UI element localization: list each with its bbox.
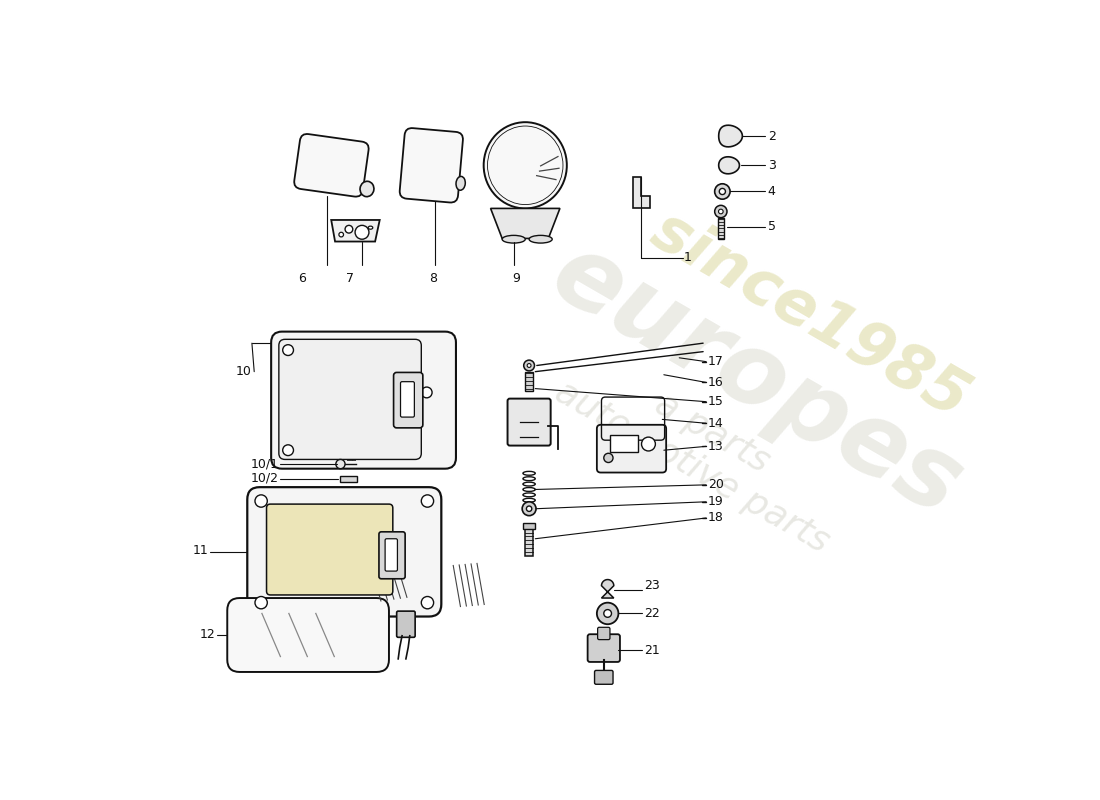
Ellipse shape <box>502 235 526 243</box>
Text: 23: 23 <box>644 579 660 592</box>
Circle shape <box>421 597 433 609</box>
Text: 1: 1 <box>684 251 692 264</box>
Text: 3: 3 <box>768 158 776 172</box>
Polygon shape <box>718 126 743 147</box>
Ellipse shape <box>529 235 552 243</box>
Text: 2: 2 <box>768 130 776 142</box>
FancyBboxPatch shape <box>587 634 620 662</box>
Circle shape <box>522 502 536 516</box>
Text: 16: 16 <box>707 376 724 389</box>
Polygon shape <box>602 579 614 598</box>
FancyBboxPatch shape <box>397 611 415 638</box>
Ellipse shape <box>360 182 374 197</box>
Circle shape <box>255 597 267 609</box>
Polygon shape <box>718 157 739 174</box>
Circle shape <box>336 459 345 469</box>
FancyBboxPatch shape <box>507 398 551 446</box>
FancyBboxPatch shape <box>597 627 609 640</box>
Text: 9: 9 <box>513 272 520 285</box>
Polygon shape <box>491 209 560 238</box>
Text: 22: 22 <box>644 607 660 620</box>
Circle shape <box>255 495 267 507</box>
Circle shape <box>283 445 294 455</box>
Circle shape <box>339 232 343 237</box>
Bar <box>609 435 638 452</box>
FancyBboxPatch shape <box>594 670 613 684</box>
Bar <box>522 523 536 529</box>
FancyBboxPatch shape <box>399 128 463 202</box>
Bar <box>340 476 356 482</box>
Ellipse shape <box>456 177 465 190</box>
Text: 6: 6 <box>298 272 306 285</box>
Text: 17: 17 <box>707 355 724 368</box>
Ellipse shape <box>368 226 373 230</box>
FancyBboxPatch shape <box>597 425 667 473</box>
Text: 10/2: 10/2 <box>251 471 279 485</box>
Text: europes: europes <box>535 225 978 537</box>
Text: 7: 7 <box>345 272 354 285</box>
Bar <box>717 218 724 239</box>
Circle shape <box>641 437 656 451</box>
Text: 14: 14 <box>707 417 724 430</box>
Circle shape <box>718 209 723 214</box>
Text: 4: 4 <box>768 185 776 198</box>
Text: a parts
automotive parts: a parts automotive parts <box>549 341 856 560</box>
Circle shape <box>527 363 531 367</box>
FancyBboxPatch shape <box>279 339 421 459</box>
Text: 21: 21 <box>644 644 660 657</box>
Polygon shape <box>634 177 650 208</box>
FancyBboxPatch shape <box>378 532 405 578</box>
FancyBboxPatch shape <box>294 134 368 197</box>
Circle shape <box>283 345 294 355</box>
FancyBboxPatch shape <box>400 382 415 417</box>
Circle shape <box>345 226 353 233</box>
FancyBboxPatch shape <box>394 373 422 428</box>
Text: 18: 18 <box>707 511 724 525</box>
Polygon shape <box>331 220 379 242</box>
Text: 13: 13 <box>707 440 724 453</box>
Circle shape <box>527 506 531 511</box>
Circle shape <box>421 495 433 507</box>
Text: since1985: since1985 <box>641 200 979 430</box>
Circle shape <box>421 387 432 398</box>
Circle shape <box>524 360 535 371</box>
Text: 19: 19 <box>707 495 724 508</box>
Circle shape <box>715 184 730 199</box>
Circle shape <box>355 226 368 239</box>
Text: 10: 10 <box>236 365 252 378</box>
Text: 12: 12 <box>199 629 214 642</box>
Ellipse shape <box>484 122 566 209</box>
Text: 8: 8 <box>429 272 437 285</box>
Circle shape <box>604 454 613 462</box>
Text: 20: 20 <box>707 478 724 491</box>
Bar <box>526 372 534 391</box>
Text: 15: 15 <box>707 395 724 408</box>
Text: 5: 5 <box>768 220 776 234</box>
Circle shape <box>719 188 726 194</box>
FancyBboxPatch shape <box>271 332 455 469</box>
Text: 10/1: 10/1 <box>251 458 279 470</box>
Circle shape <box>604 610 612 618</box>
FancyBboxPatch shape <box>266 504 393 595</box>
Circle shape <box>597 602 618 624</box>
Bar <box>526 527 534 557</box>
FancyBboxPatch shape <box>248 487 441 617</box>
FancyBboxPatch shape <box>385 538 397 571</box>
Circle shape <box>715 206 727 218</box>
Text: 11: 11 <box>192 544 208 557</box>
FancyBboxPatch shape <box>228 598 389 672</box>
